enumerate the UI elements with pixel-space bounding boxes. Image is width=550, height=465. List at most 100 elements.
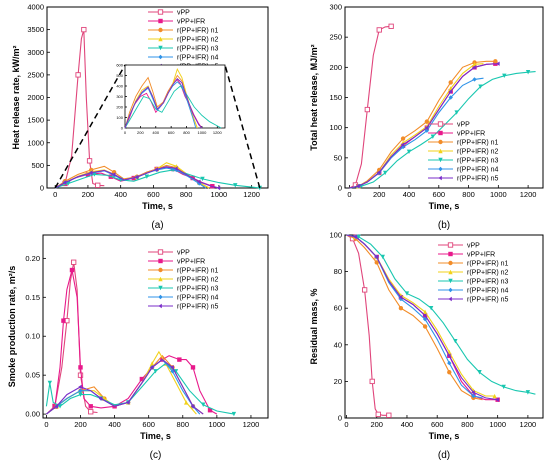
x-tick-label: 200 (74, 420, 87, 429)
x-tick-label: 800 (177, 420, 190, 429)
legend-marker (437, 121, 444, 127)
legend-marker (157, 9, 164, 15)
legend-entry: r(PP+IFR) n1 (177, 28, 219, 35)
series-6 (46, 358, 201, 415)
legend-marker (158, 258, 163, 264)
y-tick-label: 3500 (27, 25, 44, 34)
x-tick-label: 1000 (489, 420, 506, 429)
data-point (374, 260, 379, 265)
inset-y-tick-label: 100 (116, 115, 123, 120)
data-point (95, 182, 101, 188)
x-tick-label: 200 (373, 190, 386, 199)
y-tick-label: 0 (338, 184, 342, 193)
y-tick-label: 2000 (27, 93, 44, 102)
legend-entry: r(PP+IFR) n2 (177, 277, 219, 284)
legend-marker (158, 45, 163, 51)
y-tick-label: 100 (329, 123, 342, 132)
x-tick-label: 1000 (490, 190, 507, 199)
legend-entry: vPP+IFR (177, 259, 205, 266)
data-point (154, 167, 159, 172)
y-tick-label: 150 (329, 93, 342, 102)
x-tick-label: 600 (431, 420, 444, 429)
y-tick-label: 0.20 (25, 254, 40, 263)
x-tick-label: 0 (44, 420, 48, 429)
legend-entry: r(PP+IFR) n4 (177, 55, 219, 62)
inset-y-tick-label: 500 (116, 73, 123, 78)
plot-frame (42, 234, 269, 419)
series-line (349, 71, 536, 189)
data-point (190, 404, 195, 409)
series-7 (349, 61, 500, 189)
chart-panel-a: 0 200 400 600 800 1000 12000500100015002000250… (11, 3, 269, 231)
legend-entry: r(PP+IFR) n3 (177, 286, 219, 293)
legend-marker (157, 249, 164, 255)
legend-entry: vPP+IFR (457, 131, 485, 138)
series-line (54, 166, 220, 189)
y-tick-label: 50 (334, 153, 342, 162)
data-point (77, 372, 84, 378)
data-point (98, 396, 103, 401)
data-point (495, 397, 499, 402)
y-tick-label: 0.05 (25, 371, 40, 380)
legend-marker (448, 278, 453, 284)
y-tick-label: 20 (334, 377, 342, 386)
y-tick-label: 1000 (27, 138, 44, 147)
legend-entry: r(PP+IFR) n3 (467, 279, 509, 286)
data-point (471, 393, 476, 399)
data-point (382, 170, 388, 176)
legend-entry: r(PP+IFR) n5 (457, 176, 499, 183)
legend: vPP vPP+IFR r(PP+IFR) n1 r(PP+IFR) n2 r(PP+I… (428, 121, 499, 183)
series-line (346, 234, 483, 401)
data-point (353, 234, 357, 240)
legend-entry: vPP (457, 122, 470, 129)
data-point (525, 390, 531, 395)
panel-label: (c) (150, 450, 162, 460)
data-point (86, 158, 93, 164)
series-line (46, 358, 201, 415)
y-tick-label: 500 (31, 161, 44, 170)
legend-marker (158, 276, 163, 282)
legend-marker (158, 303, 162, 309)
y-tick-label: 250 (329, 33, 342, 42)
data-point (47, 380, 53, 386)
data-point (71, 259, 77, 265)
legend-marker (448, 269, 453, 275)
data-point (447, 353, 451, 358)
legend-entry: r(PP+IFR) n2 (467, 270, 509, 277)
series-line (346, 234, 498, 401)
chart-panel-d: 0 200 400 600 800 1000 1200 0 20 40 60 80 100 Time, s… (309, 231, 544, 461)
y-tick-label: 0 (338, 414, 342, 423)
data-point (356, 234, 361, 240)
data-point (424, 119, 430, 124)
y-tick-label: 2500 (27, 70, 44, 79)
legend: vPP vPP+IFR r(PP+IFR) n1 r(PP+IFR) n2 r(PP+I… (438, 242, 509, 304)
x-tick-label: 800 (461, 420, 474, 429)
data-point (375, 411, 381, 417)
legend-marker (448, 287, 453, 293)
x-tick-label: 600 (433, 190, 446, 199)
data-point (69, 267, 75, 273)
x-axis-title: Time, s (429, 431, 460, 441)
legend-entry: r(PP+IFR) n1 (467, 261, 509, 268)
data-point (233, 183, 238, 188)
series-5 (346, 234, 536, 395)
data-point (364, 106, 370, 113)
series-1 (346, 234, 392, 418)
inset-x-tick-label: 800 (183, 130, 190, 135)
x-tick-label: 1200 (520, 190, 537, 199)
data-point (201, 402, 206, 407)
data-point (386, 412, 392, 418)
x-tick-label: 1000 (211, 190, 228, 199)
data-point (453, 338, 458, 344)
legend-marker (158, 27, 163, 33)
legend-marker (438, 157, 443, 163)
data-point (428, 306, 434, 311)
data-point (376, 27, 382, 33)
data-point (197, 179, 201, 184)
x-tick-label: 0 (53, 190, 57, 199)
legend: vPP vPP+IFR r(PP+IFR) n1 r(PP+IFR) n2 r(PP+I… (148, 9, 219, 71)
legend-entry: r(PP+IFR) n1 (457, 140, 499, 147)
x-axis-title: Time, s (142, 201, 173, 211)
data-point (78, 384, 82, 390)
